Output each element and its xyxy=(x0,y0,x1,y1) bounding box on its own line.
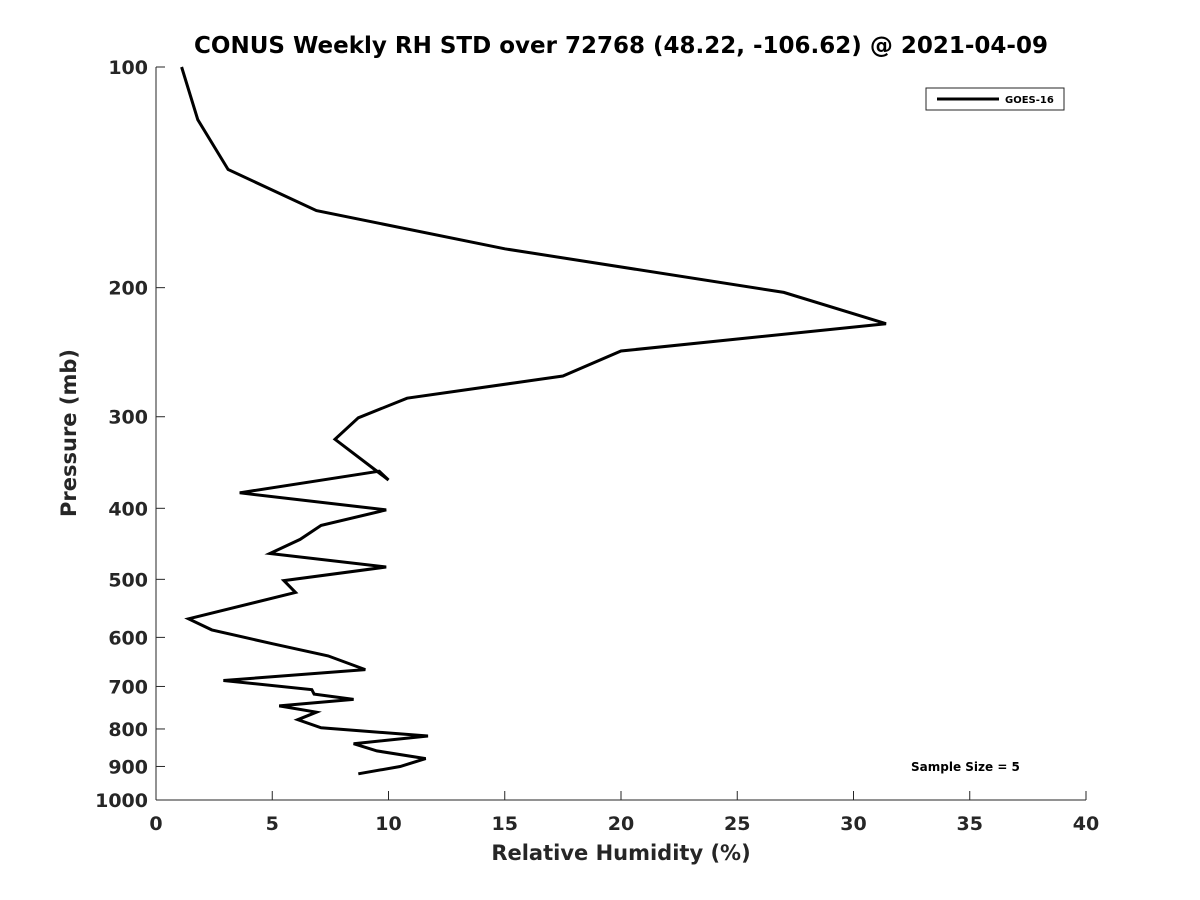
legend-label-goes-16: GOES-16 xyxy=(1005,95,1054,106)
x-tick-label-0: 0 xyxy=(149,813,162,835)
x-tick-label-20: 20 xyxy=(608,813,634,835)
y-tick-label-100: 100 xyxy=(108,57,148,79)
x-tick-label-15: 15 xyxy=(492,813,518,835)
y-tick-label-700: 700 xyxy=(108,676,148,698)
y-tick-label-300: 300 xyxy=(108,407,148,429)
y-tick-label-200: 200 xyxy=(108,278,148,300)
x-tick-label-5: 5 xyxy=(266,813,279,835)
y-ticks: 100 200 300 400 500 600 700 800 900 1000 xyxy=(95,57,165,812)
x-ticks: 0 5 10 15 20 25 30 35 40 xyxy=(149,791,1099,835)
x-tick-label-10: 10 xyxy=(375,813,401,835)
x-tick-label-30: 30 xyxy=(840,813,866,835)
series-line-goes-16 xyxy=(180,66,887,776)
y-tick-label-1000: 1000 xyxy=(95,790,148,812)
sample-size-annotation: Sample Size = 5 xyxy=(911,760,1020,774)
y-tick-label-800: 800 xyxy=(108,719,148,741)
x-axis-label: Relative Humidity (%) xyxy=(491,841,750,865)
y-tick-label-500: 500 xyxy=(108,569,148,591)
x-tick-label-35: 35 xyxy=(957,813,983,835)
y-tick-label-400: 400 xyxy=(108,498,148,520)
x-tick-label-25: 25 xyxy=(724,813,750,835)
y-tick-label-900: 900 xyxy=(108,756,148,778)
y-axis-label: Pressure (mb) xyxy=(57,349,81,517)
y-tick-label-600: 600 xyxy=(108,627,148,649)
series-layer xyxy=(180,66,887,776)
chart-title: CONUS Weekly RH STD over 72768 (48.22, -… xyxy=(194,33,1048,59)
x-tick-label-40: 40 xyxy=(1073,813,1099,835)
legend: GOES-16 xyxy=(925,87,1065,111)
